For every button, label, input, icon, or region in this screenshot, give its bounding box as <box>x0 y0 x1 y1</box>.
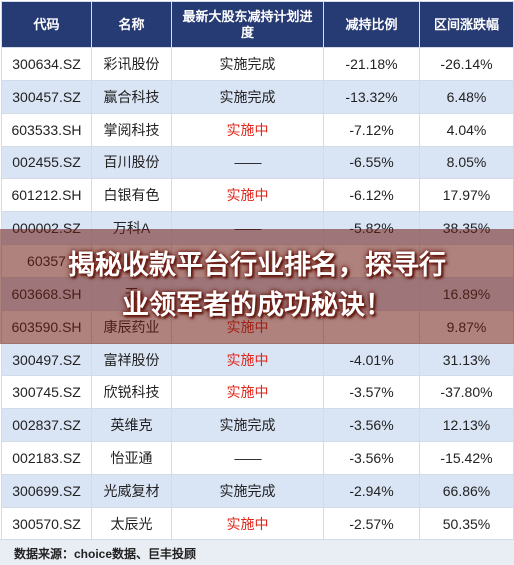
cell-status: 实施中 <box>171 375 324 410</box>
table-row: 300570.SZ 太辰光 实施中 -2.57% 50.35% <box>1 506 514 541</box>
table-row: 601212.SH 白银有色 实施中 -6.12% 17.97% <box>1 178 514 213</box>
cell-code: 002837.SZ <box>1 408 92 443</box>
table-row: 300634.SZ 彩讯股份 实施完成 -21.18% -26.14% <box>1 47 514 81</box>
table-row: 002183.SZ 怡亚通 —— -3.56% -15.42% <box>1 441 514 475</box>
cell-name: 怡亚通 <box>91 441 172 475</box>
cell-ratio: -6.12% <box>323 178 420 213</box>
cell-code: 601212.SH <box>1 178 92 213</box>
cell-code: 300745.SZ <box>1 375 92 410</box>
cell-ratio: -13.32% <box>323 79 420 114</box>
cell-change: 66.86% <box>419 473 514 508</box>
cell-change: -26.14% <box>419 47 514 81</box>
source-footer: 数据来源：choice数据、巨丰投顾 <box>0 539 514 565</box>
cell-change: 50.35% <box>419 506 514 541</box>
cell-name: 掌阅科技 <box>91 112 172 147</box>
cell-name: 光威复材 <box>91 473 172 508</box>
cell-change: 31.13% <box>419 342 514 377</box>
cell-name: 百川股份 <box>91 145 172 180</box>
cell-code: 300497.SZ <box>1 342 92 377</box>
cell-change: -37.80% <box>419 375 514 410</box>
cell-change: 8.05% <box>419 145 514 180</box>
cell-name: 富祥股份 <box>91 342 172 377</box>
cell-status: 实施完成 <box>171 47 324 81</box>
header-name: 名称 <box>91 1 172 48</box>
header-plan-progress: 最新大股东减持计划进度 <box>171 1 324 48</box>
cell-change: 6.48% <box>419 79 514 114</box>
header-change: 区间涨跌幅 <box>419 1 514 48</box>
cell-name: 彩讯股份 <box>91 47 172 81</box>
cell-ratio: -3.56% <box>323 441 420 475</box>
table-header-row: 代码 名称 最新大股东减持计划进度 减持比例 区间涨跌幅 <box>1 1 514 48</box>
cell-change: 17.97% <box>419 178 514 213</box>
cell-name: 赢合科技 <box>91 79 172 114</box>
cell-code: 002183.SZ <box>1 441 92 475</box>
cell-status: —— <box>171 441 324 475</box>
cell-change: 4.04% <box>419 112 514 147</box>
cell-status: 实施完成 <box>171 79 324 114</box>
banner-title-line-2: 业领军者的成功秘诀！ <box>122 290 392 320</box>
cell-name: 英维克 <box>91 408 172 443</box>
cell-code: 300457.SZ <box>1 79 92 114</box>
cell-code: 300634.SZ <box>1 47 92 81</box>
cell-status: 实施中 <box>171 112 324 147</box>
table-row: 002455.SZ 百川股份 —— -6.55% 8.05% <box>1 145 514 180</box>
cell-ratio: -7.12% <box>323 112 420 147</box>
cell-ratio: -3.56% <box>323 408 420 443</box>
banner-title-line-1: 揭秘收款平台行业排名，探寻行 <box>68 250 446 280</box>
cell-ratio: -2.94% <box>323 473 420 508</box>
cell-ratio: -2.57% <box>323 506 420 541</box>
cell-ratio: -4.01% <box>323 342 420 377</box>
cell-name: 太辰光 <box>91 506 172 541</box>
cell-change: 12.13% <box>419 408 514 443</box>
table-row: 300699.SZ 光威复材 实施完成 -2.94% 66.86% <box>1 473 514 508</box>
cell-code: 300570.SZ <box>1 506 92 541</box>
source-note: 数据来源：choice数据、巨丰投顾 <box>14 547 197 561</box>
cell-code: 603533.SH <box>1 112 92 147</box>
cell-status: 实施完成 <box>171 473 324 508</box>
cell-status: 实施完成 <box>171 408 324 443</box>
banner-title: 揭秘收款平台行业排名，探寻行 业领军者的成功秘诀！ <box>0 245 514 325</box>
cell-code: 300699.SZ <box>1 473 92 508</box>
header-ratio: 减持比例 <box>323 1 420 48</box>
title-banner <box>0 229 514 344</box>
cell-change: -15.42% <box>419 441 514 475</box>
cell-status: 实施中 <box>171 506 324 541</box>
header-code: 代码 <box>1 1 92 48</box>
table-row: 603533.SH 掌阅科技 实施中 -7.12% 4.04% <box>1 112 514 147</box>
cell-ratio: -3.57% <box>323 375 420 410</box>
cell-ratio: -21.18% <box>323 47 420 81</box>
cell-ratio: -6.55% <box>323 145 420 180</box>
table-row: 300457.SZ 赢合科技 实施完成 -13.32% 6.48% <box>1 79 514 114</box>
cell-name: 欣锐科技 <box>91 375 172 410</box>
cell-name: 白银有色 <box>91 178 172 213</box>
cell-status: 实施中 <box>171 178 324 213</box>
table-row: 300745.SZ 欣锐科技 实施中 -3.57% -37.80% <box>1 375 514 410</box>
table-row: 002837.SZ 英维克 实施完成 -3.56% 12.13% <box>1 408 514 443</box>
cell-status: 实施中 <box>171 342 324 377</box>
cell-status: —— <box>171 145 324 180</box>
cell-code: 002455.SZ <box>1 145 92 180</box>
table-row: 300497.SZ 富祥股份 实施中 -4.01% 31.13% <box>1 342 514 377</box>
